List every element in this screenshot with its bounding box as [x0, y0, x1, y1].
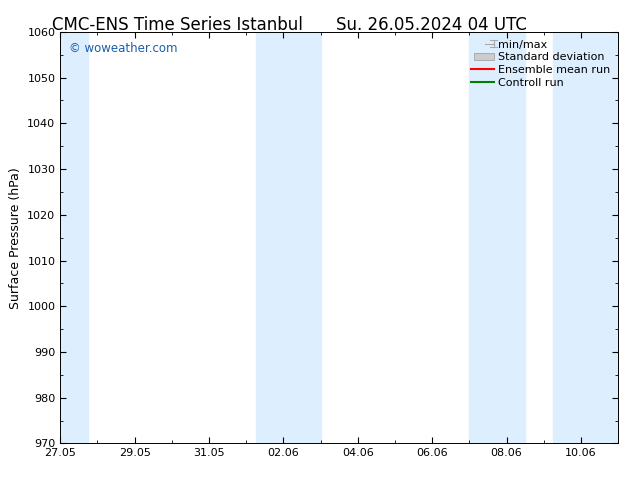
Y-axis label: Surface Pressure (hPa): Surface Pressure (hPa) [9, 167, 22, 309]
Bar [256, 32, 321, 443]
Text: Su. 26.05.2024 04 UTC: Su. 26.05.2024 04 UTC [335, 16, 527, 34]
Bar [60, 32, 88, 443]
Text: © woweather.com: © woweather.com [68, 42, 177, 55]
Legend: min/max, Standard deviation, Ensemble mean run, Controll run: min/max, Standard deviation, Ensemble me… [469, 37, 612, 90]
Bar [553, 32, 618, 443]
Text: CMC-ENS Time Series Istanbul: CMC-ENS Time Series Istanbul [52, 16, 303, 34]
Bar [469, 32, 525, 443]
